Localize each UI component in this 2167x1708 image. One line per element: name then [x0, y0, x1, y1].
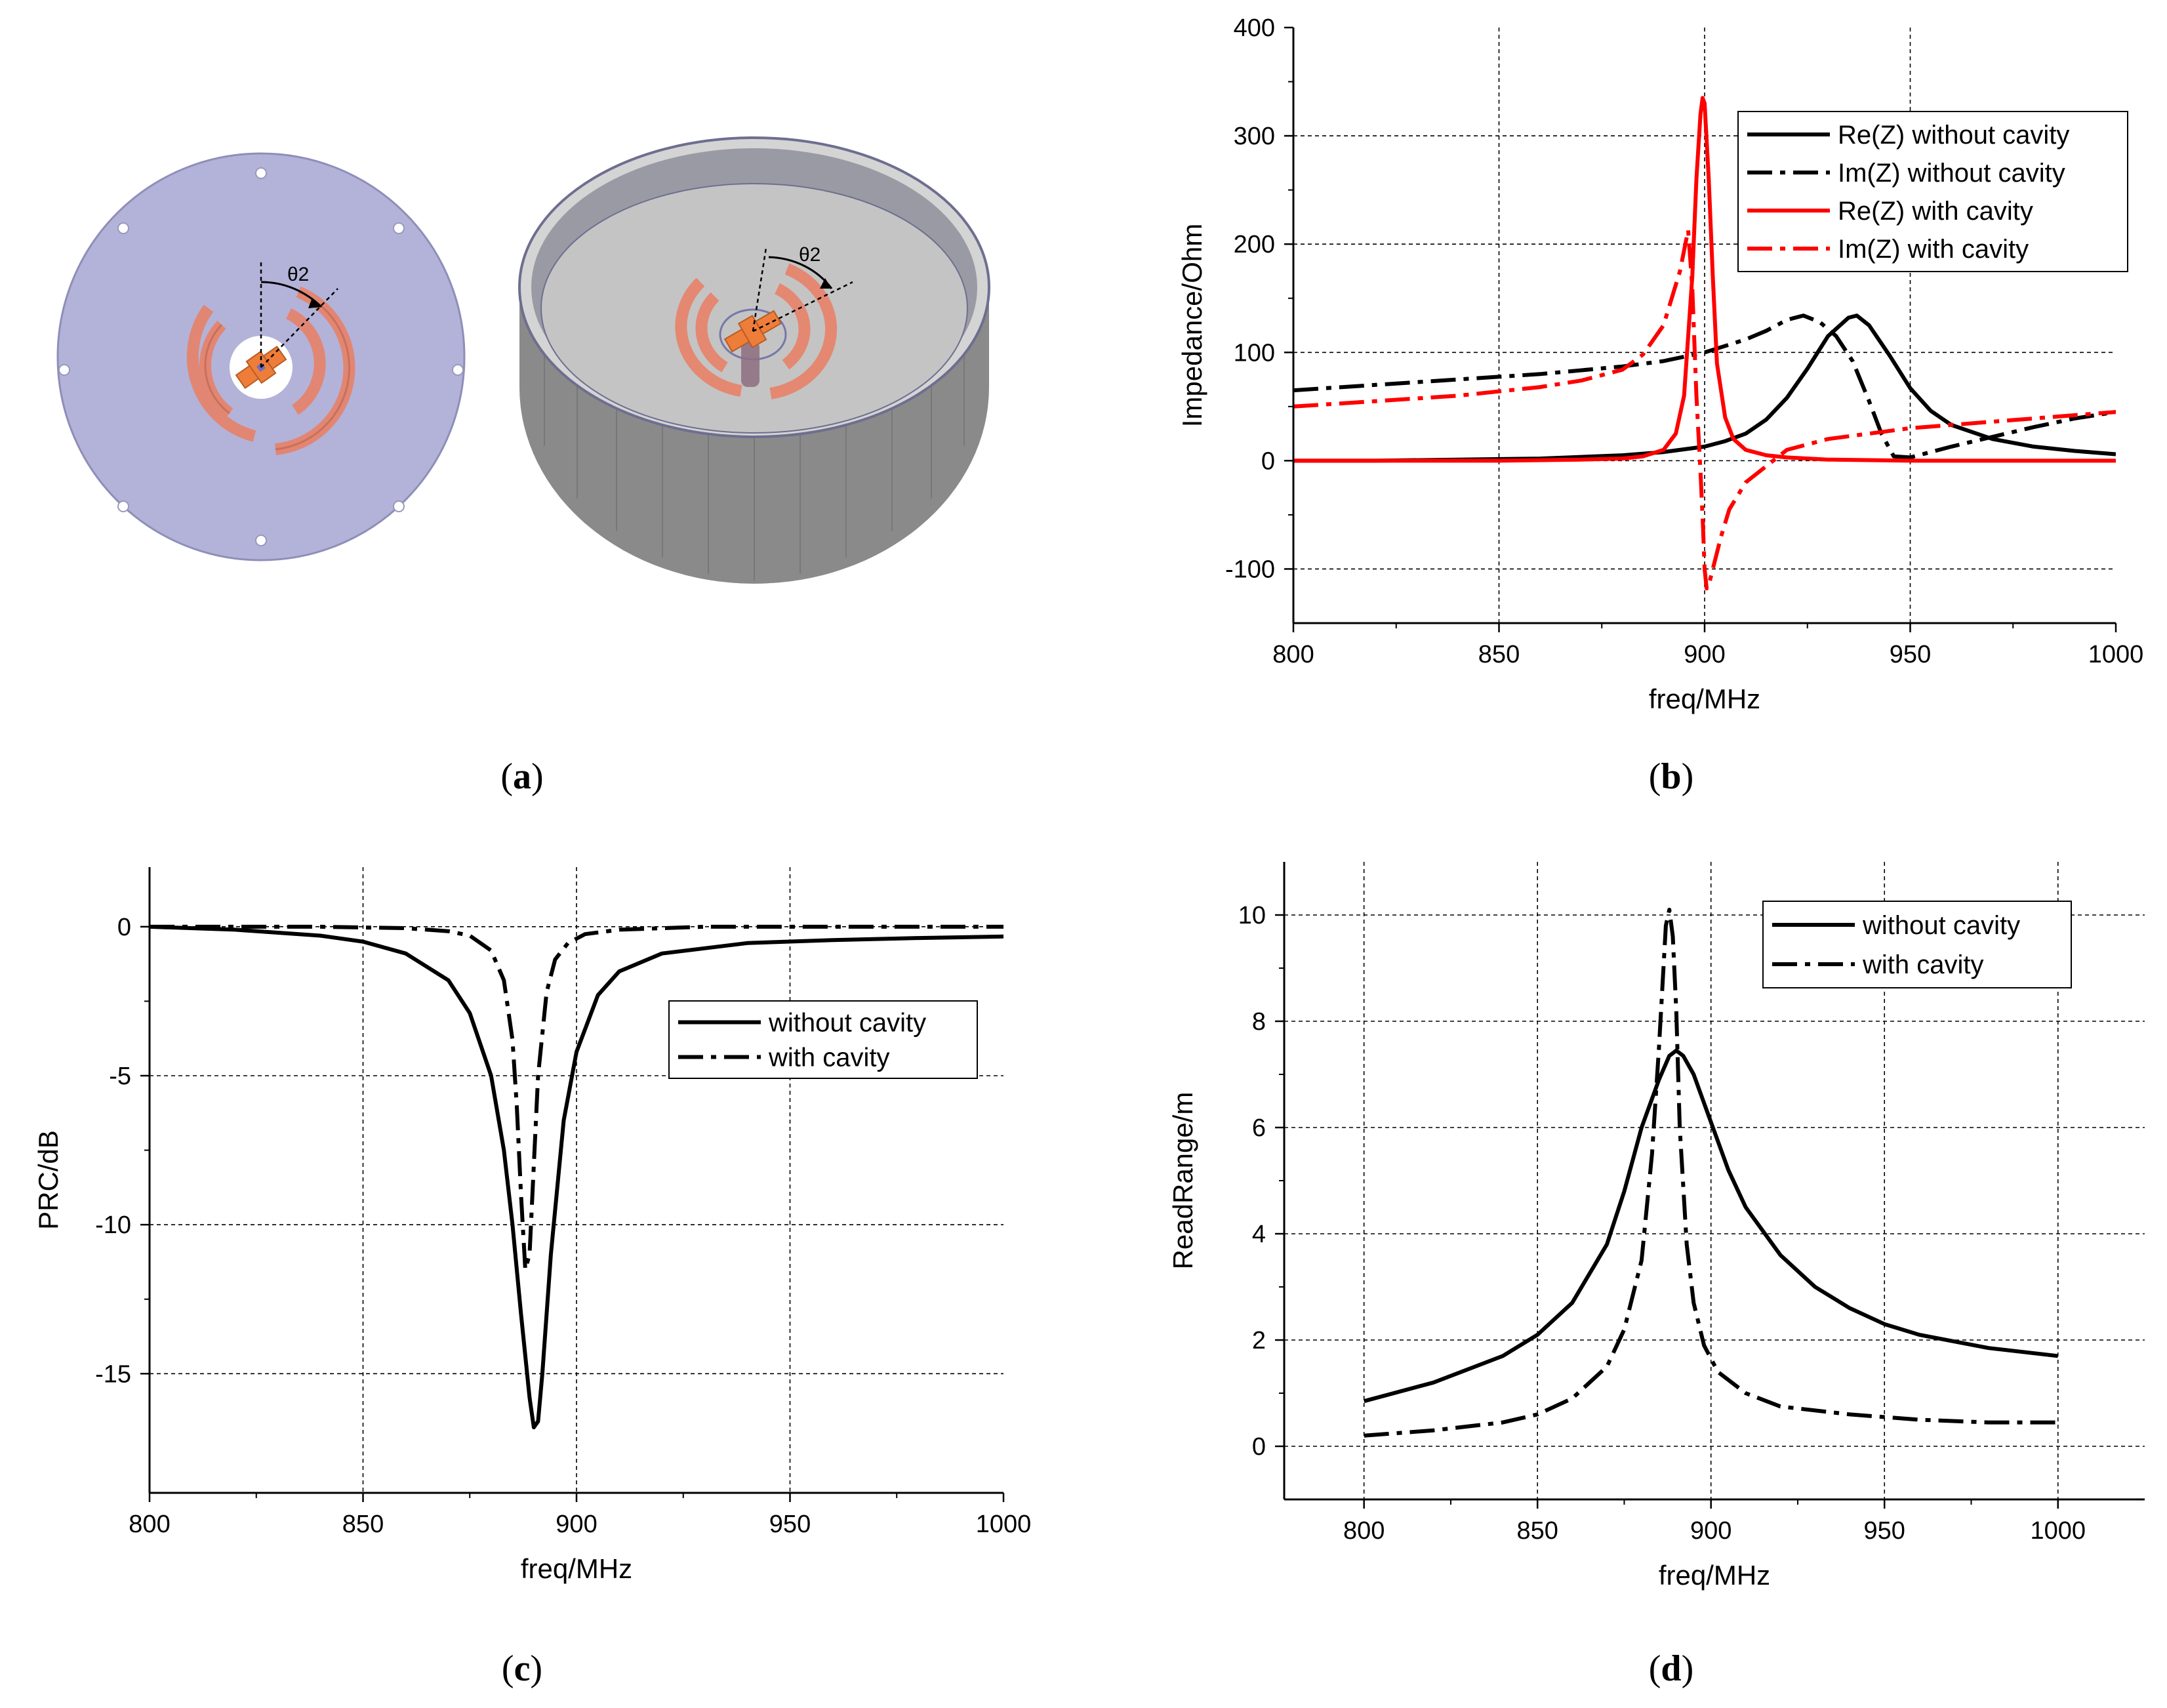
x-tick-label: 950: [769, 1511, 811, 1538]
legend-box: [1737, 111, 2128, 272]
x-tick-label: 950: [1890, 641, 1931, 668]
series-line-re-z-with-cavity: [1293, 96, 2116, 463]
panel-label-c-letter: c: [514, 1648, 531, 1689]
x-tick-label: 950: [1864, 1517, 1905, 1545]
x-tick-label: 900: [1690, 1517, 1732, 1545]
panel-label-a: (a): [500, 756, 543, 797]
y-tick-label: 100: [1234, 339, 1275, 367]
series-line-re-z-without-cavity: [1293, 314, 2116, 463]
y-tick-label: 0: [117, 914, 131, 941]
x-tick-label: 900: [1684, 641, 1725, 668]
panel-label-b: (b): [1649, 756, 1693, 797]
y-tick-label: 8: [1252, 1008, 1266, 1036]
series-line-im-z-with-cavity: [1293, 228, 2116, 591]
x-tick-label: 900: [556, 1511, 597, 1538]
chart-d-readrange: 800 850 900 950 1000 0 2 4 6 8 10 freq/MHz ReadRange…: [1167, 862, 2145, 1591]
y-tick-label: 10: [1238, 902, 1266, 929]
tag-antenna-in-cavity: [675, 263, 838, 399]
legend-label: without cavity: [1862, 911, 2020, 940]
y-tick-label: -10: [95, 1211, 131, 1239]
y-tick-label: 300: [1234, 123, 1275, 150]
y-tick-label: -100: [1225, 556, 1275, 583]
legend-label: Im(Z) without cavity: [1838, 159, 2065, 188]
y-tick-label: 0: [1252, 1433, 1266, 1461]
x-axis-label: freq/MHz: [1649, 683, 1760, 714]
x-axis-label: freq/MHz: [1659, 1560, 1770, 1591]
plate-top-view: θ2: [56, 152, 466, 561]
x-tick-label: 1000: [976, 1511, 1032, 1538]
y-tick-label: 0: [1261, 447, 1275, 475]
series-line-im-z-without-cavity: [1293, 314, 2116, 460]
feed-probe: [741, 341, 759, 387]
series-line-with-cavity: [1364, 907, 2058, 1438]
panel-label-d: (d): [1649, 1648, 1693, 1689]
y-tick-label: -15: [95, 1360, 131, 1388]
cavity-floor: [540, 183, 968, 434]
legend-label: with cavity: [1862, 950, 1984, 979]
chart-b-impedance: 800 850 900 950 1000 -100 0 100 200 300 400 freq/MH…: [1177, 14, 2143, 714]
x-tick-label: 1000: [2088, 641, 2144, 668]
legend-box: [668, 1000, 978, 1079]
legend-box: [1762, 901, 2072, 988]
theta2-label-left: θ2: [287, 264, 309, 285]
theta2-label-right: θ2: [799, 244, 820, 266]
x-tick-label: 850: [1478, 641, 1520, 668]
y-tick-label: -5: [109, 1063, 131, 1090]
chart-c-prc: 800 850 900 950 1000 -15 -10 -5 0 freq/MHz PRC/dB w…: [33, 867, 1031, 1584]
legend-label: with cavity: [768, 1044, 890, 1072]
y-tick-label: 6: [1252, 1114, 1266, 1142]
panel-label-c: (c): [502, 1648, 542, 1689]
panel-label-d-letter: d: [1661, 1648, 1681, 1689]
y-tick-label: 400: [1234, 14, 1275, 42]
mounting-holes: [58, 167, 464, 546]
legend-label: Re(Z) with cavity: [1838, 197, 2033, 226]
legend-label: Re(Z) without cavity: [1838, 121, 2069, 150]
x-axis-label: freq/MHz: [521, 1553, 632, 1584]
y-axis-label: PRC/dB: [33, 1130, 64, 1230]
y-tick-label: 200: [1234, 231, 1275, 258]
x-tick-label: 800: [129, 1511, 170, 1538]
y-axis-label: Impedance/Ohm: [1177, 224, 1207, 428]
cavity-perspective: θ2: [518, 136, 990, 584]
y-axis-label: ReadRange/m: [1167, 1092, 1198, 1270]
x-tick-label: 800: [1343, 1517, 1385, 1545]
y-tick-label: 2: [1252, 1327, 1266, 1354]
series-line-with-cavity: [150, 924, 1003, 1272]
x-tick-label: 800: [1272, 641, 1314, 668]
series-line-without-cavity: [1363, 1048, 2059, 1404]
series-line-without-cavity: [150, 924, 1003, 1430]
y-tick-label: 4: [1252, 1221, 1266, 1248]
x-tick-label: 850: [342, 1511, 384, 1538]
legend-label: without cavity: [768, 1009, 926, 1038]
panel-label-a-letter: a: [513, 756, 531, 797]
panel-label-b-letter: b: [1661, 756, 1681, 797]
legend-label: Im(Z) with cavity: [1838, 235, 2029, 264]
x-tick-label: 850: [1516, 1517, 1558, 1545]
x-tick-label: 1000: [2030, 1517, 2086, 1545]
panel-a-illustration: θ2: [56, 136, 990, 797]
